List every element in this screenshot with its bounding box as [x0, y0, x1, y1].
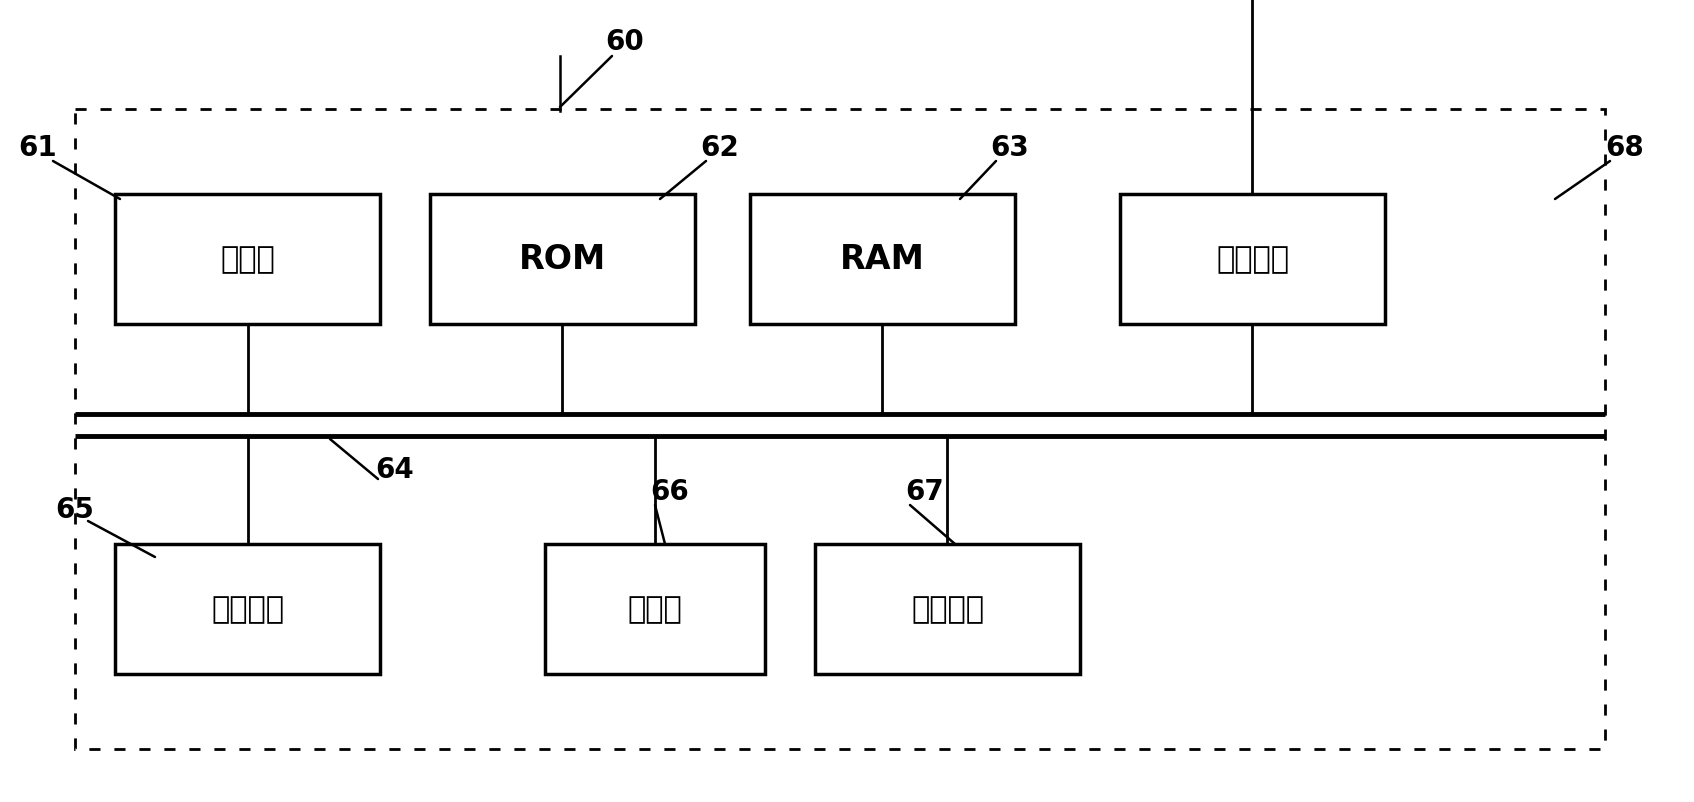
Text: 处理器: 处理器	[627, 595, 683, 624]
Text: 显示装置: 显示装置	[911, 595, 984, 624]
Bar	[115, 545, 379, 674]
Text: 接口单元: 接口单元	[1216, 245, 1289, 274]
Bar	[750, 195, 1015, 325]
Text: 65: 65	[56, 496, 95, 524]
Bar	[1120, 195, 1386, 325]
Bar	[815, 545, 1081, 674]
Bar	[545, 545, 766, 674]
Bar	[430, 195, 695, 325]
Text: 60: 60	[606, 28, 644, 56]
Text: RAM: RAM	[840, 243, 925, 276]
Text: 68: 68	[1606, 134, 1645, 162]
Text: 64: 64	[376, 456, 415, 484]
Text: 62: 62	[701, 134, 739, 162]
Text: 63: 63	[991, 134, 1030, 162]
Text: 61: 61	[19, 134, 58, 162]
Text: ROM: ROM	[518, 243, 606, 276]
Text: 存储器: 存储器	[220, 245, 274, 274]
Bar	[115, 195, 379, 325]
Text: 输入装置: 输入装置	[212, 595, 285, 624]
Text: 66: 66	[650, 477, 689, 505]
Text: 67: 67	[906, 477, 944, 505]
